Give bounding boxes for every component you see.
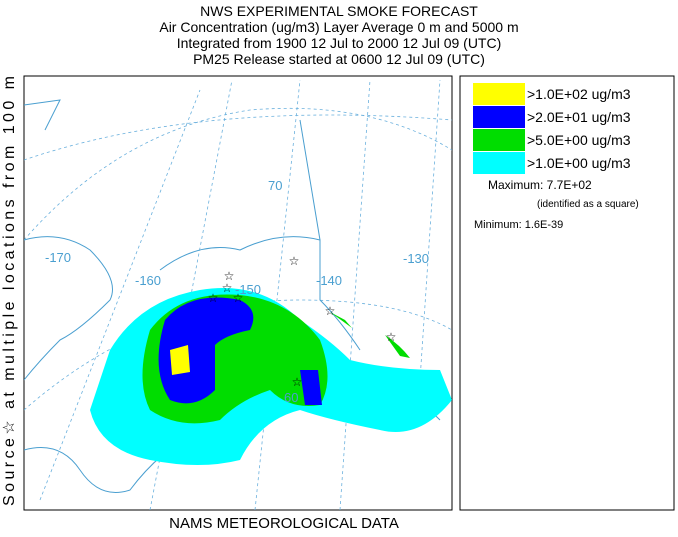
legend-label: >2.0E+01 ug/m3 xyxy=(527,109,631,125)
legend-swatch xyxy=(473,129,525,151)
svg-text:☆: ☆ xyxy=(325,304,336,318)
legend-swatch xyxy=(473,152,525,174)
header-line: PM25 Release started at 0600 12 Jul 09 (… xyxy=(193,51,485,67)
svg-text:☆: ☆ xyxy=(222,281,233,295)
map-label: 60 xyxy=(284,390,298,405)
map-label: 70 xyxy=(268,178,282,193)
stars: ☆☆☆☆☆☆☆☆ xyxy=(208,254,397,389)
header-line: Air Concentration (ug/m3) Layer Average … xyxy=(159,19,518,35)
svg-text:☆: ☆ xyxy=(224,269,235,283)
header-line: Integrated from 1900 12 Jul to 2000 12 J… xyxy=(177,35,502,51)
legend-label: >5.0E+00 ug/m3 xyxy=(527,132,631,148)
svg-text:☆: ☆ xyxy=(208,291,219,305)
map-labels: -170 -160 -150 -140 -130 70 60 xyxy=(45,178,429,405)
legend-swatch xyxy=(473,83,525,105)
legend-label: >1.0E+00 ug/m3 xyxy=(527,155,631,171)
map-label: -140 xyxy=(316,273,342,288)
smoke-very-high xyxy=(170,345,190,375)
map-label: -170 xyxy=(45,250,71,265)
map-label: -160 xyxy=(135,273,161,288)
svg-text:☆: ☆ xyxy=(386,330,397,344)
legend-box xyxy=(459,75,675,511)
legend-swatch xyxy=(473,106,525,128)
smoke-med xyxy=(330,312,410,358)
side-label: Source☆ at multiple locations from 100 m xyxy=(1,76,18,506)
map-label: -130 xyxy=(403,251,429,266)
legend-label: >1.0E+02 ug/m3 xyxy=(527,86,631,102)
legend: >1.0E+02 ug/m3 >2.0E+01 ug/m3 >5.0E+00 ug/… xyxy=(473,83,631,174)
maximum: Maximum: 7.7E+02 xyxy=(488,178,592,192)
map: ☆☆☆☆☆☆☆☆ xyxy=(24,79,452,510)
svg-text:☆: ☆ xyxy=(233,291,244,305)
smoke-high xyxy=(300,370,322,405)
footer: NAMS METEOROLOGICAL DATA xyxy=(169,515,399,532)
svg-text:☆: ☆ xyxy=(292,375,303,389)
svg-text:☆: ☆ xyxy=(289,254,300,268)
maximum-note: (identified as a square) xyxy=(537,199,639,210)
minimum: Minimum: 1.6E-39 xyxy=(474,219,563,231)
map-label: -150 xyxy=(235,282,261,297)
title: NWS EXPERIMENTAL SMOKE FORECAST xyxy=(200,3,478,19)
smoke-high xyxy=(158,297,254,404)
